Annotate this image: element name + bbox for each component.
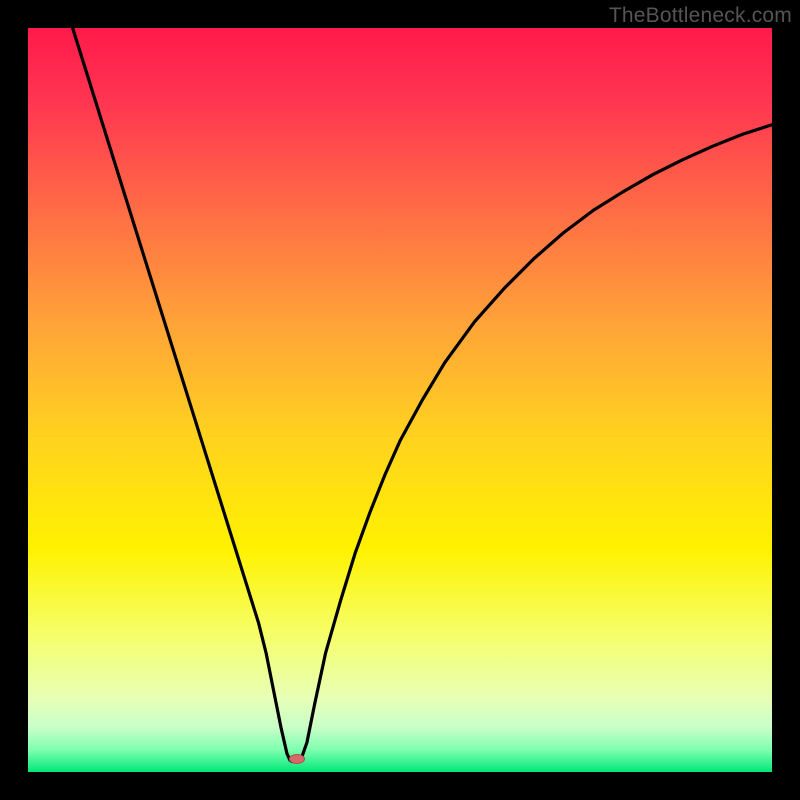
plot-inner	[28, 28, 772, 772]
watermark-text: TheBottleneck.com	[609, 4, 792, 28]
minimum-marker	[289, 754, 305, 764]
chart-container: TheBottleneck.com	[0, 0, 800, 800]
plot-area	[28, 28, 772, 772]
curve-line	[28, 28, 772, 772]
